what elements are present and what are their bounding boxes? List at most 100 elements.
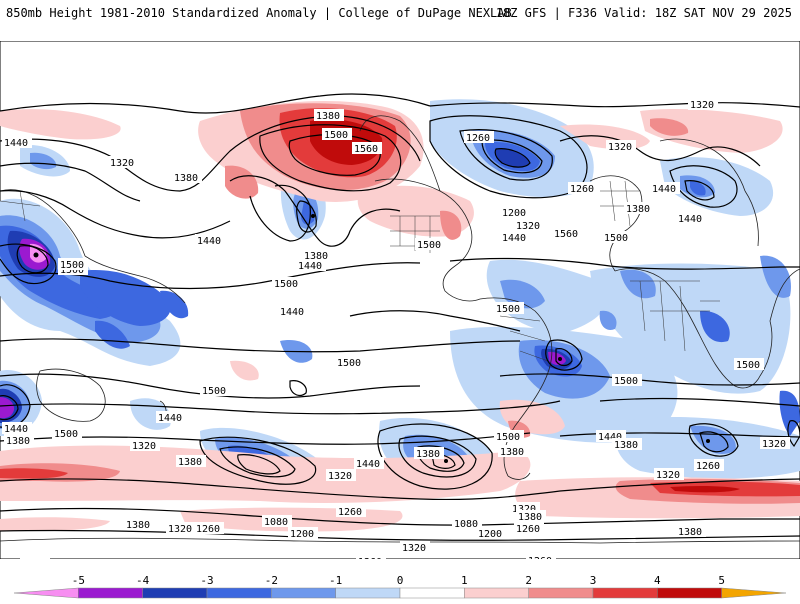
contour-label: 1260 xyxy=(516,524,540,535)
contour-line xyxy=(0,432,531,445)
contour-label: 1380 xyxy=(614,440,638,451)
contour-line xyxy=(494,148,531,168)
contour-line xyxy=(16,245,49,274)
contour-label: 1320 xyxy=(516,221,540,232)
contour-line xyxy=(499,373,800,386)
colorbar-tick-label: 0 xyxy=(397,574,404,587)
colorbar-tick-label: 4 xyxy=(654,574,661,587)
contour-line xyxy=(599,397,800,407)
contour-label: 1500 xyxy=(496,432,520,443)
contour-line xyxy=(0,115,421,192)
colorbar-swatch xyxy=(271,587,336,599)
colorbar-tick-label: -4 xyxy=(136,574,150,587)
contour-label: 1500 xyxy=(337,358,361,369)
anomaly-colorbar: -5 -4 -3 -2 -1 0 1 2 3 4 5 xyxy=(0,568,800,600)
colorbar-swatch xyxy=(721,587,787,599)
contour-label: 1380 xyxy=(416,449,440,460)
contour-line xyxy=(199,436,317,485)
contour-line xyxy=(237,454,281,475)
contour-label: 1200 xyxy=(290,529,314,540)
contour-label: 1260 xyxy=(570,184,594,195)
colorbar-swatch xyxy=(206,587,272,599)
contour-line xyxy=(377,423,493,490)
colorbar-swatch xyxy=(78,587,143,599)
colorbar-swatch xyxy=(592,587,658,599)
contour-label: 1440 xyxy=(280,307,304,318)
contour-line xyxy=(449,257,800,270)
colorbar-tick-label: -1 xyxy=(329,574,342,587)
contour-line xyxy=(259,124,402,192)
north-america-coast xyxy=(374,178,481,302)
contour-label: 1320 xyxy=(512,504,536,515)
low-center-marker xyxy=(706,439,710,443)
contour-label: 1440 xyxy=(298,261,322,272)
colorbar-tick-labels: -5 -4 -3 -2 -1 0 1 2 3 4 5 xyxy=(72,574,725,587)
contour-label: 1260 xyxy=(528,556,552,559)
contour-label: 1440 xyxy=(197,236,221,247)
contour-label: 1440 xyxy=(598,432,622,443)
colorbar-swatches xyxy=(13,587,787,599)
contour-line xyxy=(0,162,141,202)
colorbar-tick-label: -3 xyxy=(200,574,213,587)
contour-line xyxy=(0,395,19,421)
contour-line xyxy=(684,180,715,201)
contour-line xyxy=(219,446,296,478)
asia-coast xyxy=(0,189,86,257)
contour-label: 1440 xyxy=(158,413,182,424)
contour-label: 1320 xyxy=(762,439,786,450)
contour-label: 1500 xyxy=(202,386,226,397)
contour-label: 1440 xyxy=(4,138,28,149)
low-center-marker xyxy=(444,459,448,463)
contour-label: 1080 xyxy=(264,517,288,528)
africa-coast xyxy=(614,268,773,389)
map-canvas: 1380 1320 1440 1320 1380 1500 1560 1440 … xyxy=(0,41,800,559)
contour-label: 1080 xyxy=(454,519,478,530)
contour-label: 1320 xyxy=(690,100,714,111)
contour-label: 1380 xyxy=(316,111,340,122)
low-center-marker xyxy=(558,357,562,361)
colorbar-tick-label: 3 xyxy=(590,574,597,587)
contour-line xyxy=(349,310,521,332)
contour-label: 1380 xyxy=(678,527,702,538)
contour-line xyxy=(0,93,431,114)
contour-label: 1560 xyxy=(554,229,578,240)
colorbar-swatch xyxy=(13,587,79,599)
colorbar-tick-label: -5 xyxy=(72,574,85,587)
contour-label: 1320 xyxy=(132,441,156,452)
low-center-markers xyxy=(33,214,710,463)
contour-label: 1260 xyxy=(196,524,220,535)
contour-line xyxy=(249,184,311,242)
contour-label: 1380 xyxy=(174,173,198,184)
colorbar-tick-label: 1 xyxy=(461,574,468,587)
contour-line xyxy=(0,478,800,501)
australia-coast xyxy=(36,368,106,422)
political-borders xyxy=(0,180,720,362)
contour-label: 1320 xyxy=(328,471,352,482)
contour-line xyxy=(0,400,561,415)
contour-label: 1260 xyxy=(358,557,382,559)
contour-label: 1440 xyxy=(652,184,676,195)
contour-label: 1440 xyxy=(502,233,526,244)
contour-label: 1500 xyxy=(324,130,348,141)
height-contours xyxy=(0,93,800,541)
contour-line xyxy=(398,435,477,478)
contour-label: 1380 xyxy=(178,457,202,468)
contour-label: 1440 xyxy=(678,214,702,225)
contour-line xyxy=(545,339,583,371)
contour-line xyxy=(0,529,800,541)
anomaly-map: 1380 1320 1440 1320 1380 1500 1560 1440 … xyxy=(0,41,800,559)
contour-label: 1320 xyxy=(656,470,680,481)
colorbar-swatch xyxy=(399,587,465,599)
contour-line xyxy=(296,200,317,233)
contour-label: 1500 xyxy=(54,429,78,440)
colorbar-swatch xyxy=(657,587,722,599)
contour-label: 1560 xyxy=(354,144,378,155)
contour-labels: 1380 1320 1440 1320 1380 1500 1560 1440 … xyxy=(2,98,790,559)
contour-line xyxy=(559,432,800,438)
contour-line xyxy=(229,175,401,247)
contour-label: 1500 xyxy=(614,376,638,387)
low-center-marker xyxy=(33,252,39,258)
contour-label: 1440 xyxy=(4,424,28,435)
contour-line xyxy=(429,102,800,108)
colorbar-swatch xyxy=(335,587,401,599)
